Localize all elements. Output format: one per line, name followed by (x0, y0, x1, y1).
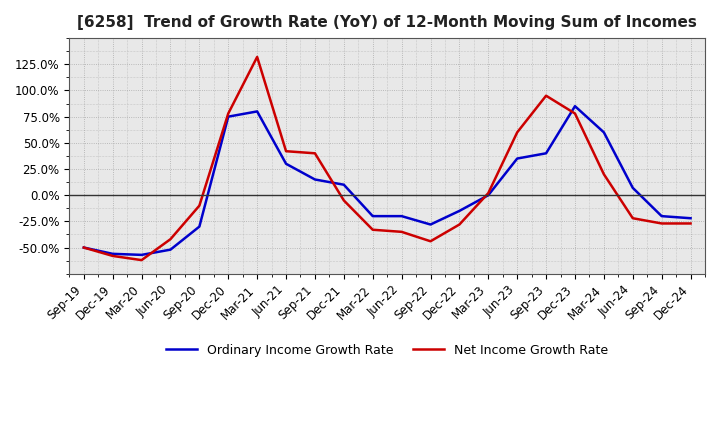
Ordinary Income Growth Rate (686, 216, 695, 221)
Ordinary Income Growth Rate (195, 224, 204, 229)
Ordinary Income Growth Rate (426, 222, 435, 227)
Net Income Growth Rate (224, 111, 233, 116)
Ordinary Income Growth Rate (369, 213, 377, 219)
Ordinary Income Growth Rate (484, 193, 492, 198)
Ordinary Income Growth Rate (600, 130, 608, 135)
Net Income Growth Rate (600, 172, 608, 177)
Ordinary Income Growth Rate (224, 114, 233, 119)
Net Income Growth Rate (79, 245, 88, 250)
Ordinary Income Growth Rate (571, 103, 580, 109)
Net Income Growth Rate (340, 198, 348, 203)
Net Income Growth Rate (282, 149, 290, 154)
Ordinary Income Growth Rate (253, 109, 261, 114)
Net Income Growth Rate (571, 111, 580, 116)
Net Income Growth Rate (310, 150, 319, 156)
Ordinary Income Growth Rate (397, 213, 406, 219)
Ordinary Income Growth Rate (79, 245, 88, 250)
Net Income Growth Rate (253, 54, 261, 59)
Line: Net Income Growth Rate: Net Income Growth Rate (84, 57, 690, 260)
Line: Ordinary Income Growth Rate: Ordinary Income Growth Rate (84, 106, 690, 255)
Ordinary Income Growth Rate (310, 177, 319, 182)
Net Income Growth Rate (109, 253, 117, 259)
Net Income Growth Rate (513, 130, 521, 135)
Net Income Growth Rate (369, 227, 377, 232)
Net Income Growth Rate (541, 93, 550, 99)
Legend: Ordinary Income Growth Rate, Net Income Growth Rate: Ordinary Income Growth Rate, Net Income … (161, 339, 613, 362)
Net Income Growth Rate (455, 222, 464, 227)
Net Income Growth Rate (484, 191, 492, 196)
Net Income Growth Rate (686, 221, 695, 226)
Net Income Growth Rate (138, 257, 146, 263)
Ordinary Income Growth Rate (109, 251, 117, 257)
Net Income Growth Rate (426, 238, 435, 244)
Ordinary Income Growth Rate (138, 252, 146, 257)
Title: [6258]  Trend of Growth Rate (YoY) of 12-Month Moving Sum of Incomes: [6258] Trend of Growth Rate (YoY) of 12-… (77, 15, 697, 30)
Ordinary Income Growth Rate (340, 182, 348, 187)
Ordinary Income Growth Rate (455, 208, 464, 213)
Ordinary Income Growth Rate (282, 161, 290, 166)
Ordinary Income Growth Rate (541, 150, 550, 156)
Net Income Growth Rate (629, 216, 637, 221)
Net Income Growth Rate (397, 229, 406, 235)
Ordinary Income Growth Rate (513, 156, 521, 161)
Ordinary Income Growth Rate (629, 185, 637, 191)
Net Income Growth Rate (166, 237, 175, 242)
Net Income Growth Rate (657, 221, 666, 226)
Ordinary Income Growth Rate (657, 213, 666, 219)
Net Income Growth Rate (195, 203, 204, 208)
Ordinary Income Growth Rate (166, 247, 175, 252)
